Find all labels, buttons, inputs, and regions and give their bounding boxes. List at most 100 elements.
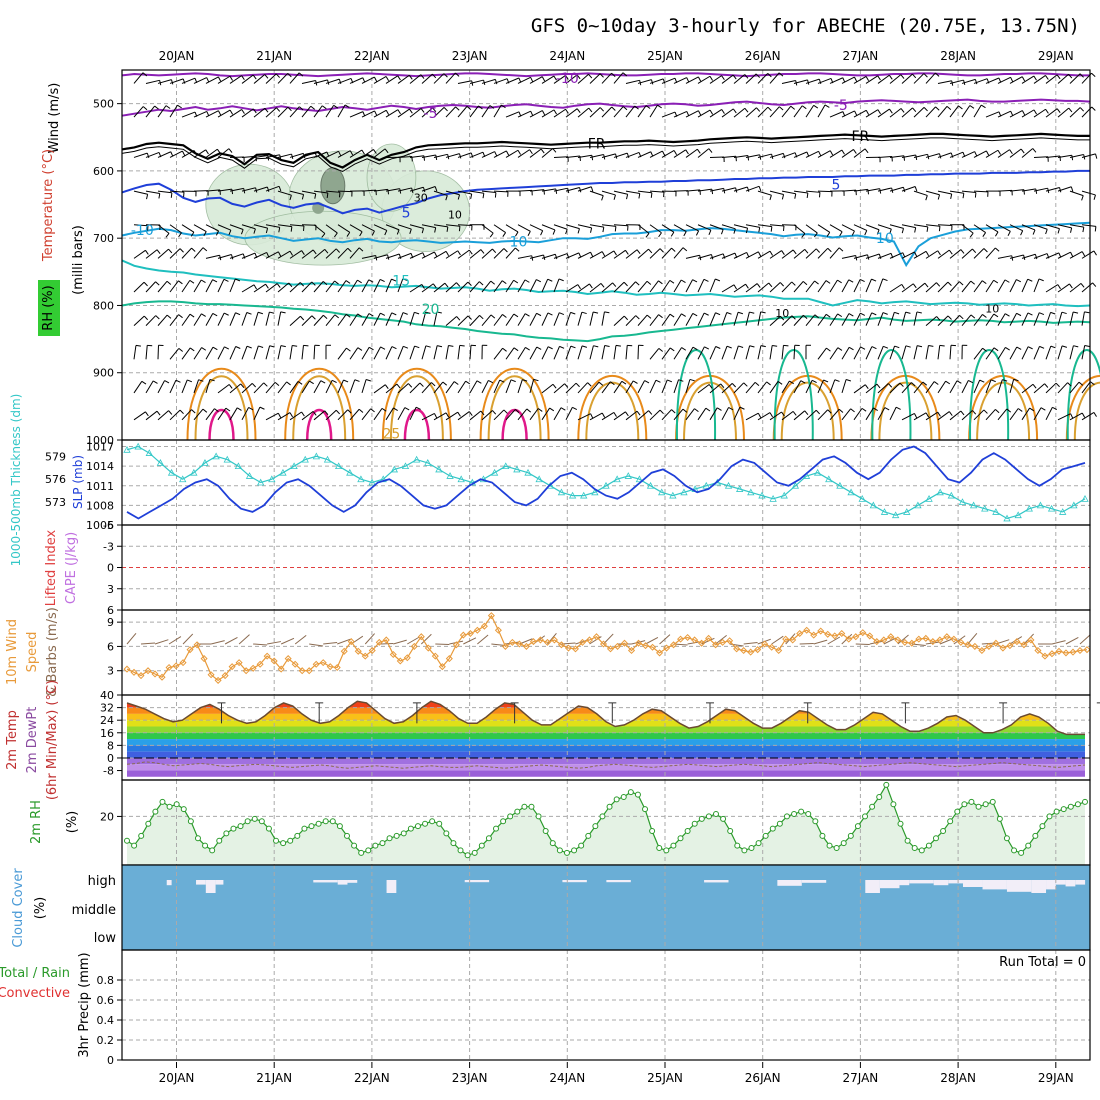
wind-barb: [253, 406, 265, 421]
wind-barb: [949, 105, 963, 118]
wind-barb: [1057, 186, 1074, 192]
wind-barb: [1057, 311, 1067, 326]
wind-barb-staff: [553, 75, 566, 84]
wind-barb: [421, 154, 438, 161]
wind-barb-staff: [1057, 345, 1063, 360]
wind-barb-flag: [848, 313, 854, 317]
wind-barb-staff: [1021, 148, 1034, 158]
wind-barb: [961, 280, 976, 293]
rh-point: [940, 828, 947, 834]
wind-barb: [1081, 106, 1096, 118]
wind-barb-staff: [241, 224, 256, 230]
wind-barb-flag: [1094, 226, 1097, 232]
wind-barb-staff: [1009, 408, 1019, 421]
surface-wind-barb: [953, 635, 966, 645]
wind-barb: [1069, 73, 1084, 84]
wind-barb-staff: [553, 278, 560, 293]
wind-barb-flag: [444, 282, 449, 288]
wind-barb-flag: [1016, 346, 1022, 350]
wind-barb-staff: [457, 281, 469, 293]
wind-barb-staff: [529, 224, 543, 232]
wind-barb-staff: [1009, 76, 1023, 84]
wind-barb: [397, 407, 410, 421]
wind-barb: [865, 346, 877, 360]
wind-barb-staff: [649, 150, 663, 158]
wind-barb-staff: [241, 312, 248, 326]
rh-point: [869, 803, 876, 810]
wind-barb-staff: [337, 104, 346, 118]
wind-barb-staff: [325, 314, 336, 326]
wind-barb: [277, 250, 294, 259]
rh-point: [294, 832, 301, 839]
wind-barb-flag: [670, 231, 675, 237]
wind-barb-flag: [324, 410, 329, 415]
wind-barb-staff: [685, 379, 691, 394]
wind-barb: [961, 410, 977, 421]
rh-point: [1003, 835, 1010, 842]
wind-barb-flag: [749, 345, 755, 348]
rh-point: [336, 823, 343, 830]
contour-loop: [683, 381, 737, 441]
y-tick-label: -8: [103, 765, 114, 778]
wind-barb-staff: [973, 150, 987, 158]
wind-barb-flag: [560, 407, 566, 411]
wind-barb-flag: [902, 252, 906, 258]
wind-barb: [433, 311, 442, 326]
wind-barb-staff: [1057, 154, 1072, 158]
wind-speed-point: [656, 649, 664, 657]
wind-barb-flag: [437, 345, 443, 348]
wind-barb-staff: [1081, 381, 1091, 394]
thickness-point: [936, 488, 944, 496]
wind-barb-staff: [625, 151, 640, 158]
wind-barb-flag: [354, 379, 360, 382]
wind-barb: [157, 79, 174, 85]
wind-barb-staff: [385, 224, 400, 231]
wind-speed-point: [1069, 648, 1077, 656]
wind-barb-flag: [686, 111, 690, 117]
wind-barb-flag: [536, 346, 542, 350]
wind-barb: [481, 280, 496, 293]
wind-barb-staff: [265, 345, 271, 360]
wind-barb: [457, 380, 471, 394]
wind-barb-flag: [1092, 282, 1097, 287]
wind-barb-staff: [1009, 148, 1022, 158]
wind-barb-flag: [1045, 75, 1049, 80]
wind-barb-staff: [541, 383, 554, 394]
wind-barb-staff: [505, 224, 519, 233]
wind-barb-flag: [756, 283, 761, 288]
wind-barb-staff: [169, 104, 178, 118]
wind-barb: [865, 75, 881, 84]
date-label-bottom: 23JAN: [452, 1071, 488, 1085]
wind-barb-flag: [634, 105, 639, 110]
wind-barb-staff: [145, 281, 156, 293]
y-tick-label: 0: [107, 752, 114, 765]
rh-point: [514, 808, 521, 815]
wind-barb-flag: [811, 379, 817, 383]
wind-barb: [445, 381, 459, 394]
wind-barb-staff: [1021, 312, 1029, 326]
rh-point: [159, 798, 166, 805]
wind-barb-staff: [913, 153, 928, 158]
wind-barb: [325, 190, 341, 198]
thickness-point: [591, 488, 599, 496]
wind-barb-flag: [756, 107, 761, 112]
wind-barb: [169, 314, 183, 326]
wind-barb-staff: [733, 74, 746, 84]
wind-barb: [721, 382, 737, 394]
date-label-top: 28JAN: [940, 49, 976, 63]
wind-barb: [937, 249, 953, 259]
wind-barb: [229, 407, 242, 421]
wind-barb-staff: [613, 72, 624, 84]
wind-barb-flag: [914, 413, 918, 419]
rh-point: [244, 818, 251, 825]
wind-barb-flag: [228, 384, 233, 389]
wind-speed-point: [529, 638, 537, 646]
wind-barb-flag: [754, 381, 760, 387]
wind-speed-point: [249, 664, 257, 672]
wind-barb-flag: [164, 380, 170, 384]
wind-barb-flag: [479, 315, 484, 320]
wind-barb: [313, 380, 326, 394]
contour-loop: [381, 367, 452, 441]
contour-label: 10: [448, 208, 462, 221]
wind-barb-flag: [853, 149, 857, 154]
